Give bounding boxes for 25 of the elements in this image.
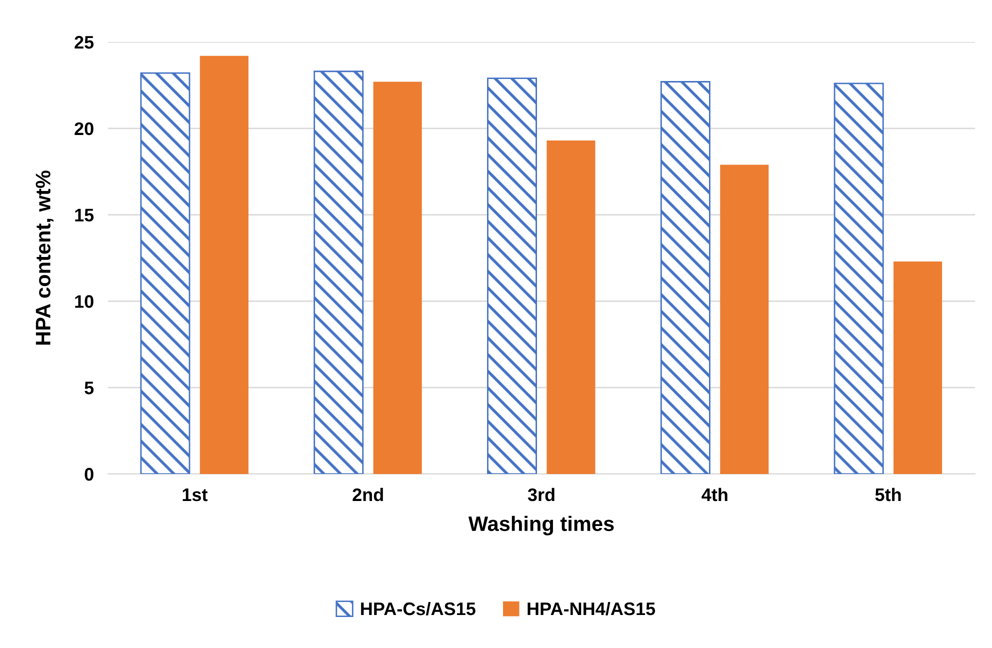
x-tick-label: 4th [702, 488, 728, 502]
bar [660, 81, 710, 474]
y-tick-label: 15 [75, 208, 94, 222]
x-tick-label: 3rd [528, 488, 554, 502]
y-tick-label: 0 [84, 468, 94, 481]
y-tick-label: 5 [84, 382, 94, 394]
bar [373, 82, 422, 474]
bar [314, 70, 364, 474]
x-axis-title: Washing times [468, 516, 614, 536]
bar [834, 82, 884, 474]
legend-label: HPA-Cs/AS15 [361, 602, 476, 616]
y-tick-label: 25 [74, 36, 94, 49]
x-tick-label: 1st [182, 488, 208, 502]
bar [200, 56, 248, 474]
legend-label: HPA-NH4/AS15 [528, 602, 656, 616]
y-tick-label: 20 [74, 122, 94, 136]
x-tick-label: 2nd [352, 488, 383, 502]
bar [140, 72, 190, 474]
bar [487, 78, 537, 474]
y-axis-title: HPA content, wt% [36, 170, 54, 345]
x-tick-label: 5th [875, 488, 901, 502]
bar [894, 261, 942, 474]
bar [720, 164, 769, 474]
y-tick-label: 10 [75, 295, 94, 308]
bar [546, 140, 596, 474]
